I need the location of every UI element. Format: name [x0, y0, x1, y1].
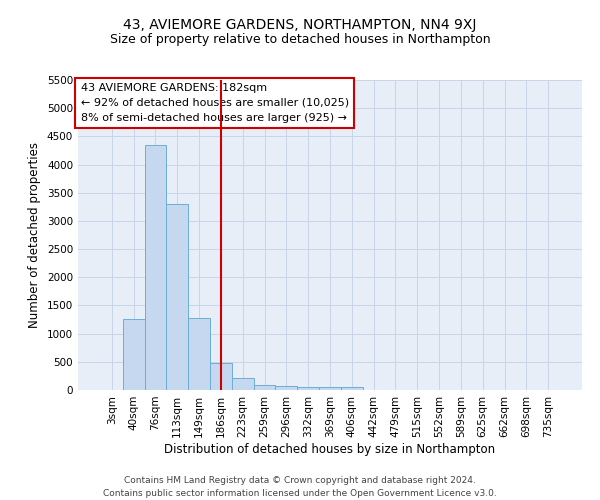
Bar	[341, 387, 363, 390]
Text: Size of property relative to detached houses in Northampton: Size of property relative to detached ho…	[110, 32, 490, 46]
Text: Contains HM Land Registry data © Crown copyright and database right 2024.
Contai: Contains HM Land Registry data © Crown c…	[103, 476, 497, 498]
Bar	[188, 318, 210, 390]
Bar	[210, 363, 232, 390]
Bar	[297, 387, 319, 390]
X-axis label: Distribution of detached houses by size in Northampton: Distribution of detached houses by size …	[164, 442, 496, 456]
Bar	[123, 319, 145, 390]
Bar	[275, 386, 297, 390]
Bar	[145, 145, 166, 390]
Y-axis label: Number of detached properties: Number of detached properties	[28, 142, 41, 328]
Bar	[254, 385, 275, 390]
Bar	[319, 387, 341, 390]
Bar	[166, 204, 188, 390]
Bar	[232, 378, 254, 390]
Text: 43 AVIEMORE GARDENS: 182sqm
← 92% of detached houses are smaller (10,025)
8% of : 43 AVIEMORE GARDENS: 182sqm ← 92% of det…	[80, 83, 349, 122]
Text: 43, AVIEMORE GARDENS, NORTHAMPTON, NN4 9XJ: 43, AVIEMORE GARDENS, NORTHAMPTON, NN4 9…	[124, 18, 476, 32]
